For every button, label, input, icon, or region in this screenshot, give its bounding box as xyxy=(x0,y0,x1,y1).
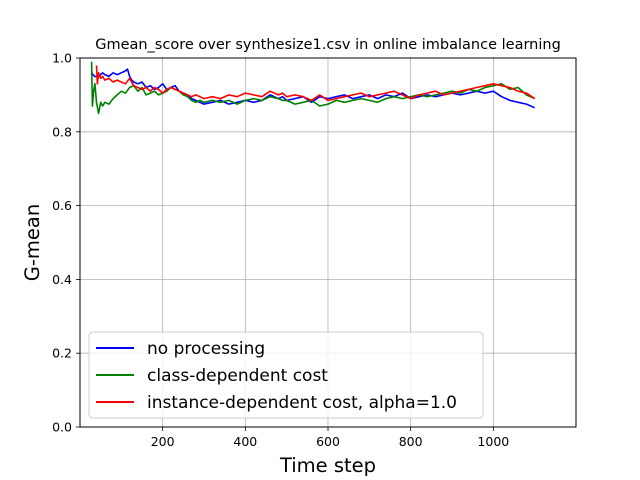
y-tick-label: 0.2 xyxy=(52,346,72,361)
x-axis-label: Time step xyxy=(279,454,376,477)
x-tick-label: 1000 xyxy=(477,434,509,449)
series-line-2 xyxy=(90,61,536,115)
legend-label-1: no processing xyxy=(147,339,265,359)
legend-label-2: class-dependent cost xyxy=(147,366,328,386)
x-tick-label: 200 xyxy=(151,434,175,449)
x-tick-label: 800 xyxy=(399,434,423,449)
x-tick-label: 400 xyxy=(233,434,257,449)
y-tick-label: 0.8 xyxy=(52,124,72,139)
y-tick-label: 0.6 xyxy=(52,198,72,213)
series-line-1 xyxy=(90,68,536,109)
x-tick-label: 600 xyxy=(316,434,340,449)
series-line-3 xyxy=(95,65,536,102)
y-tick-label: 1.0 xyxy=(52,51,72,66)
chart-title: Gmean_score over synthesize1.csv in onli… xyxy=(95,37,561,53)
legend-box xyxy=(88,331,484,419)
y-axis-label: G-mean xyxy=(21,204,44,281)
legend-label-3: instance-dependent cost, alpha=1.0 xyxy=(147,393,457,413)
series-layer xyxy=(90,61,536,115)
y-tick-label: 0.4 xyxy=(52,272,72,287)
y-tick-label: 0.0 xyxy=(52,420,72,435)
legend: no processing class-dependent cost instanc… xyxy=(88,331,484,419)
axis-ticks: 200 400 600 800 1000 0.0 0.2 0.4 0.6 0.8 1.0 xyxy=(52,51,509,450)
